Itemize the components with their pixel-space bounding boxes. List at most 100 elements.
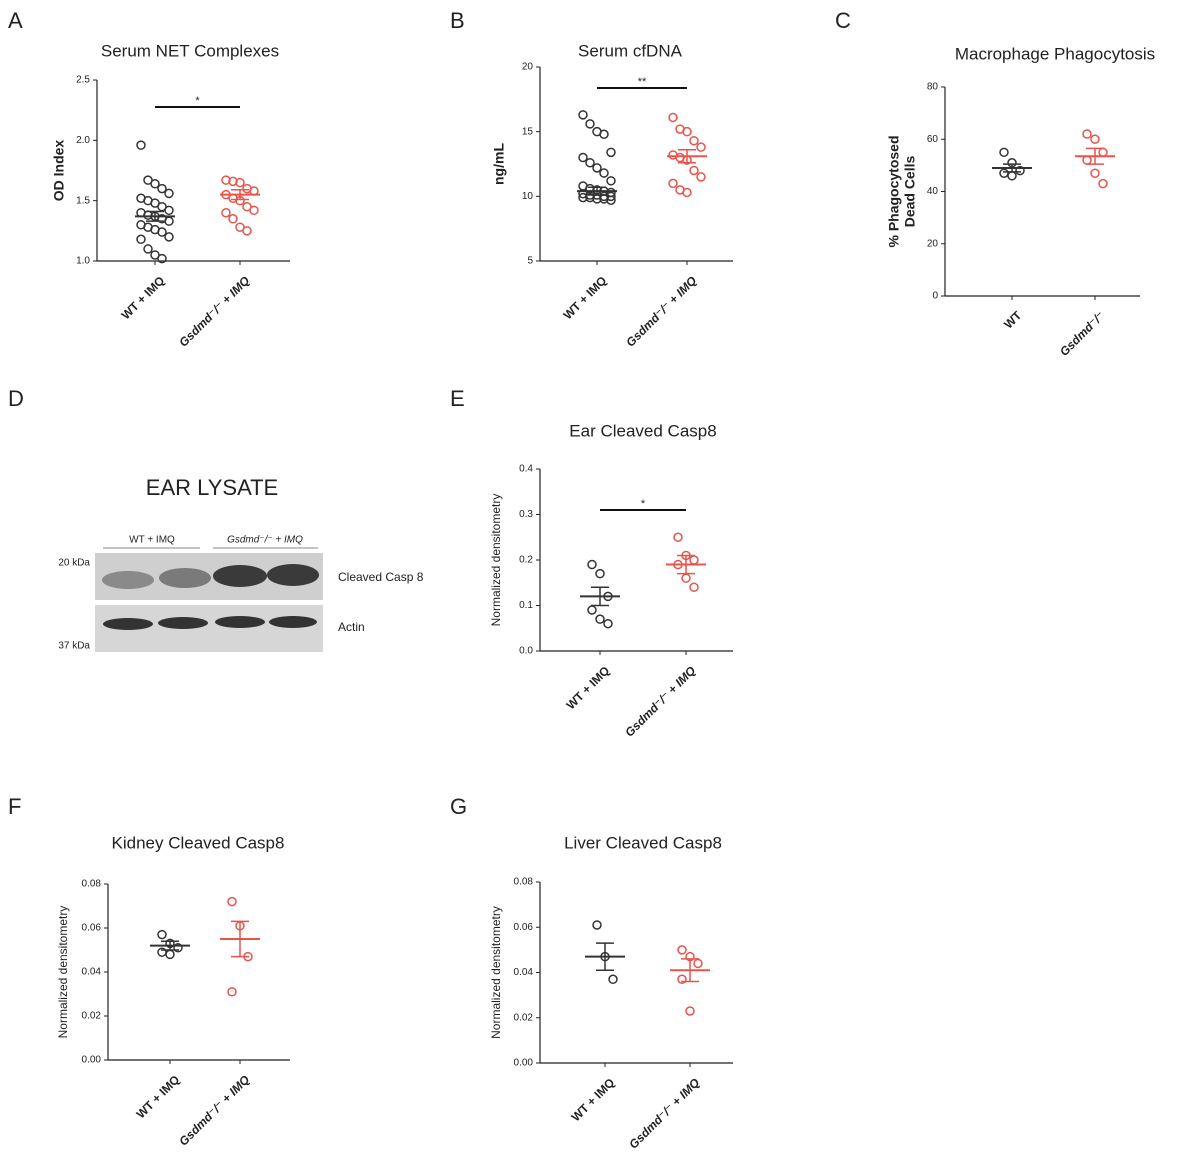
band-label: Actin [338,620,365,634]
data-point [157,253,167,264]
data-point [143,244,153,254]
panel-letter: D [8,386,24,411]
data-point [689,135,699,146]
blot-band [267,564,319,586]
blot-band [159,568,211,588]
lane-label: Gsdmd⁻/⁻ + IMQ [227,535,303,546]
y-tick-label: 2.0 [76,135,90,146]
data-point [608,974,618,985]
y-tick-label: 0 [932,291,938,302]
blot-band [213,565,267,587]
data-point [681,573,691,583]
data-point [1090,134,1100,144]
chart-panel: A Serum NET Complexes OD Index 1.0 1.5 2.0 2.5… [8,8,290,350]
data-point [228,214,238,224]
data-point [221,175,231,185]
data-point [578,110,588,120]
error-bar [146,210,164,222]
y-axis-label: ng/mL [491,143,507,185]
error-bar [1003,163,1021,173]
data-point [136,234,146,245]
data-point [693,958,703,969]
data-point [599,168,609,178]
data-point [249,205,259,216]
data-point [595,568,605,579]
data-point [587,605,597,615]
data-point [668,178,678,189]
error-bar [677,554,695,575]
data-point [606,195,616,205]
y-tick-label: 0.3 [519,509,533,520]
chart-title: Serum NET Complexes [101,41,279,60]
y-tick-label: 40 [927,186,939,197]
data-point [673,532,683,542]
data-point [606,176,616,186]
y-tick-label: 0.0 [519,646,533,657]
y-axis-label: Normalized densitometry [489,906,503,1039]
lane-label: WT + IMQ [129,535,175,546]
y-axis-label: Normalized densitometry [56,906,70,1039]
data-point [235,177,245,188]
data-point [157,227,167,237]
y-axis-label: % Phagocytosed [886,135,902,247]
data-point [1082,155,1092,165]
blot-band [102,571,154,589]
data-point [578,152,588,163]
blot-band [215,616,265,628]
blot-band [103,618,153,630]
data-point [685,1006,695,1016]
error-bar [588,186,606,196]
y-tick-label: 15 [522,126,534,137]
data-point [585,157,595,168]
data-point [150,179,160,189]
panel-letter: B [450,8,465,33]
data-point [682,187,692,198]
data-point [585,119,595,129]
data-point [1098,147,1108,158]
error-bar [596,942,614,971]
chart-title: Ear Cleaved Casp8 [569,421,716,440]
error-bar [231,920,249,958]
x-tick-label: WT [1001,308,1025,332]
y-tick-label: 0.06 [514,922,534,933]
chart-title: Liver Cleaved Casp8 [564,833,722,852]
x-tick-label: Gsdmd⁻/⁻ + IMQ [623,273,700,350]
significance-label: * [641,498,646,510]
y-tick-label: 0.4 [519,464,533,475]
panel-letter: E [450,386,465,411]
chart-title: Serum cfDNA [578,41,683,60]
y-tick-label: 0.04 [82,967,102,978]
x-tick-label: WT + IMQ [569,1075,618,1124]
chart-panel: E Ear Cleaved Casp8 Normalized densitometr… [450,386,733,740]
blot-band [158,617,208,629]
data-point [606,147,616,158]
data-point [677,974,687,985]
data-point [136,140,146,150]
data-point [578,188,588,199]
data-point [682,126,692,137]
y-axis-label: Normalized densitometry [489,494,503,627]
y-tick-label: 0.1 [519,600,533,611]
blot-title: EAR LYSATE [146,475,278,500]
data-point [999,168,1009,178]
data-point [677,945,687,955]
chart-panel: G Liver Cleaved Casp8 Normalized densitome… [450,794,733,1152]
x-tick-label: Gsdmd⁻/⁻ + IMQ [622,663,699,740]
data-point [164,232,174,242]
band-label: Cleaved Casp 8 [338,570,424,584]
error-bar [591,586,609,607]
y-tick-label: 1.5 [76,195,90,206]
marker-label: 37 kDa [58,641,90,652]
data-point [999,147,1009,158]
marker-label: 20 kDa [58,558,90,569]
y-tick-label: 0.00 [82,1055,102,1066]
y-tick-label: 0.02 [514,1012,534,1023]
panel-letter: A [8,8,23,33]
data-point [157,929,167,940]
y-tick-label: 0.02 [82,1011,102,1022]
data-point [164,205,174,216]
data-point [595,614,605,624]
data-point [228,176,238,187]
data-point [164,188,174,199]
